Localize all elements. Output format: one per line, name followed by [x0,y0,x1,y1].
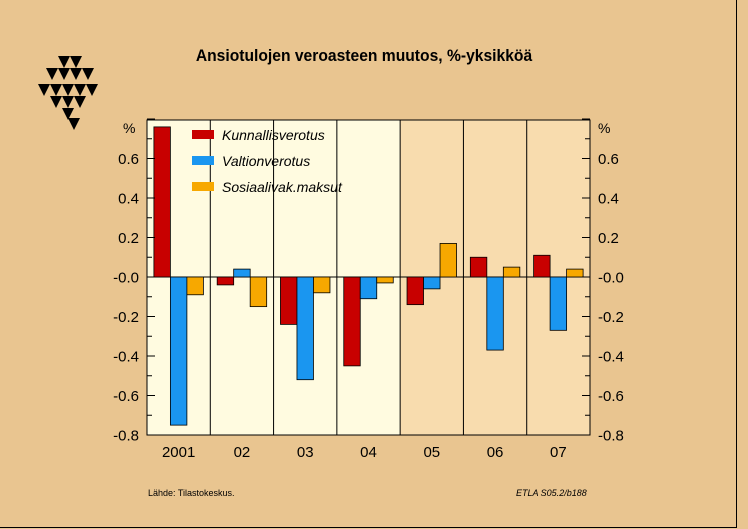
bar-Sosiaalivak.maksut-04 [376,276,394,284]
y-tick-label-left: 0.6 [118,151,139,168]
bar-Valtionverotus-02 [233,268,251,278]
bar-Kunnallisverotus-06 [469,256,488,278]
x-tick-label: 2001 [162,444,195,461]
y-tick-label-left: -0.2 [113,309,139,326]
y-unit-left: % [123,120,135,136]
bar-Sosiaalivak.maksut-02 [249,276,268,308]
bar-Valtionverotus-06 [486,276,504,351]
x-tick-label: 06 [487,444,504,461]
legend-swatch-Sosiaalivak.maksut [192,182,214,191]
y-tick-label-right: -0.4 [598,349,624,366]
y-tick-label-right: 0.4 [598,191,619,208]
y-tick-label-right: 0.2 [598,230,619,247]
bar-Valtionverotus-05 [423,276,441,290]
chart-title: Ansiotulojen veroasteen muutos, %-yksikk… [195,46,533,65]
x-tick-label: 03 [297,444,314,461]
bar-Kunnallisverotus-03 [280,276,298,325]
bar-Kunnallisverotus-02 [216,276,235,286]
y-tick-label-right: -0.0 [598,270,624,287]
y-tick-label-left: -0.8 [113,428,139,445]
legend-label-Kunnallisverotus: Kunnallisverotus [222,127,325,143]
bar-Sosiaalivak.maksut-06 [502,266,521,278]
bar-Sosiaalivak.maksut-05 [439,243,457,278]
bar-Valtionverotus-03 [296,276,314,381]
bar-Sosiaalivak.maksut-07 [566,268,584,278]
legend-label-Valtionverotus: Valtionverotus [222,153,310,169]
y-tick-label-right: -0.8 [598,428,624,445]
x-tick-label: 05 [423,444,440,461]
y-tick-label-right: -0.6 [598,388,624,405]
y-tick-label-left: 0.4 [118,191,139,208]
bar-Valtionverotus-07 [549,276,568,331]
legend-label-Sosiaalivak.maksut: Sosiaalivak.maksut [222,179,343,195]
etla-logo-icon [38,56,98,130]
x-tick-label: 07 [550,444,567,461]
bar-Valtionverotus-2001 [169,276,188,426]
y-tick-label-right: -0.2 [598,309,624,326]
source-note: Lähde: Tilastokeskus. [148,488,235,498]
bar-Kunnallisverotus-05 [406,276,424,306]
bar-Kunnallisverotus-2001 [153,126,171,278]
y-tick-label-left: -0.0 [113,270,139,287]
y-tick-label-right: 0.6 [598,151,619,168]
y-tick-label-left: -0.6 [113,388,139,405]
bar-Sosiaalivak.maksut-03 [313,276,331,294]
legend-swatch-Kunnallisverotus [192,130,214,139]
legend-swatch-Valtionverotus [192,156,214,165]
chart-code: ETLA S05.2/b188 [516,488,587,498]
x-tick-label: 02 [234,444,251,461]
bar-Kunnallisverotus-04 [343,276,361,367]
bar-Valtionverotus-04 [359,276,378,300]
bar-Sosiaalivak.maksut-2001 [186,276,204,296]
y-tick-label-left: 0.2 [118,230,139,247]
y-tick-label-left: -0.4 [113,349,139,366]
x-tick-label: 04 [360,444,377,461]
bar-Kunnallisverotus-07 [533,254,551,278]
y-unit-right: % [598,120,610,136]
